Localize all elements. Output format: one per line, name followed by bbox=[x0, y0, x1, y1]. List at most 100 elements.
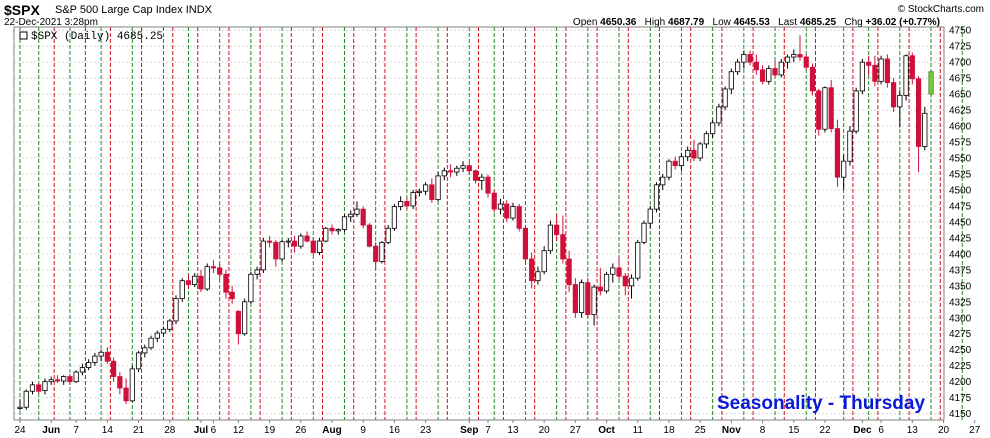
candle bbox=[254, 266, 260, 280]
x-tick-label: 6 bbox=[878, 425, 884, 436]
exchange-label: INDX bbox=[185, 4, 212, 16]
candle-body bbox=[410, 192, 416, 207]
candle-body bbox=[878, 58, 884, 82]
candle bbox=[522, 225, 529, 263]
candle bbox=[591, 284, 597, 326]
candle bbox=[791, 49, 797, 63]
candle bbox=[803, 54, 809, 70]
candle bbox=[516, 204, 522, 232]
candle bbox=[809, 63, 816, 96]
y-tick-label: 4625 bbox=[949, 106, 972, 117]
candle-body bbox=[884, 58, 890, 83]
candle bbox=[747, 50, 753, 66]
chg-label: Chg bbox=[844, 17, 863, 28]
candle-body bbox=[666, 160, 672, 178]
y-tick-label: 4425 bbox=[949, 233, 972, 244]
candle-body bbox=[747, 54, 753, 63]
candle bbox=[878, 55, 884, 85]
candle-body bbox=[891, 82, 897, 108]
candle-body bbox=[928, 71, 934, 95]
candle bbox=[678, 152, 685, 171]
candle-body bbox=[67, 376, 73, 383]
candle-body bbox=[354, 208, 360, 215]
x-tick-label: 9 bbox=[360, 425, 366, 436]
y-tick-label: 4600 bbox=[949, 122, 972, 133]
low-value: 4645.53 bbox=[733, 17, 770, 28]
x-tick-label: 13 bbox=[507, 425, 519, 436]
candle bbox=[491, 189, 497, 213]
candle-body bbox=[803, 56, 809, 68]
high-value: 4687.79 bbox=[668, 17, 705, 28]
candle bbox=[185, 274, 192, 289]
candle-body bbox=[903, 55, 909, 96]
candle bbox=[597, 267, 603, 296]
candle bbox=[741, 50, 747, 69]
candle bbox=[366, 223, 373, 248]
x-tick-label: 27 bbox=[969, 425, 981, 436]
candles bbox=[17, 35, 934, 411]
candle bbox=[410, 189, 416, 210]
candle bbox=[260, 237, 266, 274]
candle-body bbox=[653, 184, 660, 210]
candle bbox=[759, 65, 766, 85]
candle bbox=[672, 156, 678, 170]
candle bbox=[404, 197, 410, 210]
candle-body bbox=[148, 337, 154, 349]
candle bbox=[429, 178, 435, 203]
candle-body bbox=[915, 78, 922, 147]
chart-date: 22-Dec-2021 3:28pm bbox=[4, 17, 98, 28]
candle bbox=[416, 188, 422, 197]
low-label: Low bbox=[712, 17, 731, 28]
y-tick-label: 4225 bbox=[949, 361, 972, 372]
x-tick-label: 15 bbox=[788, 425, 800, 436]
candle-body bbox=[828, 87, 834, 130]
x-tick-label: 26 bbox=[295, 425, 307, 436]
candle-body bbox=[254, 269, 260, 275]
y-tick-label: 4275 bbox=[949, 329, 972, 340]
x-tick-label: 27 bbox=[570, 425, 582, 436]
candle bbox=[61, 375, 67, 385]
candle-body bbox=[735, 61, 741, 73]
candle bbox=[928, 69, 934, 98]
candle-body bbox=[154, 332, 160, 339]
candle bbox=[266, 235, 273, 248]
candle bbox=[54, 375, 61, 383]
x-tick-label: 8 bbox=[760, 425, 766, 436]
candle-body bbox=[784, 56, 791, 63]
y-tick-label: 4200 bbox=[949, 377, 972, 388]
candle-body bbox=[179, 280, 185, 299]
candle bbox=[572, 278, 578, 318]
x-tick-label: 7 bbox=[73, 425, 79, 436]
candle-body bbox=[772, 68, 778, 76]
candle-body bbox=[616, 267, 622, 277]
candle-body bbox=[466, 165, 472, 172]
candle bbox=[797, 35, 803, 61]
x-tick-label: 11 bbox=[633, 425, 644, 436]
candle-body bbox=[672, 160, 678, 167]
candle-body bbox=[435, 175, 441, 200]
candle bbox=[279, 239, 285, 262]
candle-body bbox=[491, 192, 497, 210]
candle bbox=[73, 370, 79, 383]
candle bbox=[866, 55, 872, 75]
x-tick-label: 14 bbox=[102, 425, 114, 436]
candle-body bbox=[429, 184, 435, 200]
candle-body bbox=[117, 376, 123, 389]
candle-body bbox=[310, 240, 316, 253]
candle bbox=[210, 260, 217, 274]
candle bbox=[891, 78, 897, 112]
x-tick-label: 20 bbox=[938, 425, 950, 436]
candle bbox=[248, 271, 254, 304]
candle bbox=[291, 235, 298, 253]
y-tick-label: 4575 bbox=[949, 138, 972, 149]
candle-body bbox=[610, 267, 616, 275]
candle bbox=[198, 269, 204, 293]
x-tick-label: 7 bbox=[485, 425, 491, 436]
candle-body bbox=[547, 224, 554, 252]
candle-body bbox=[641, 222, 647, 243]
candle bbox=[298, 233, 304, 249]
candle bbox=[859, 58, 866, 95]
candle-body bbox=[909, 55, 915, 80]
x-tick-label: 23 bbox=[420, 425, 432, 436]
